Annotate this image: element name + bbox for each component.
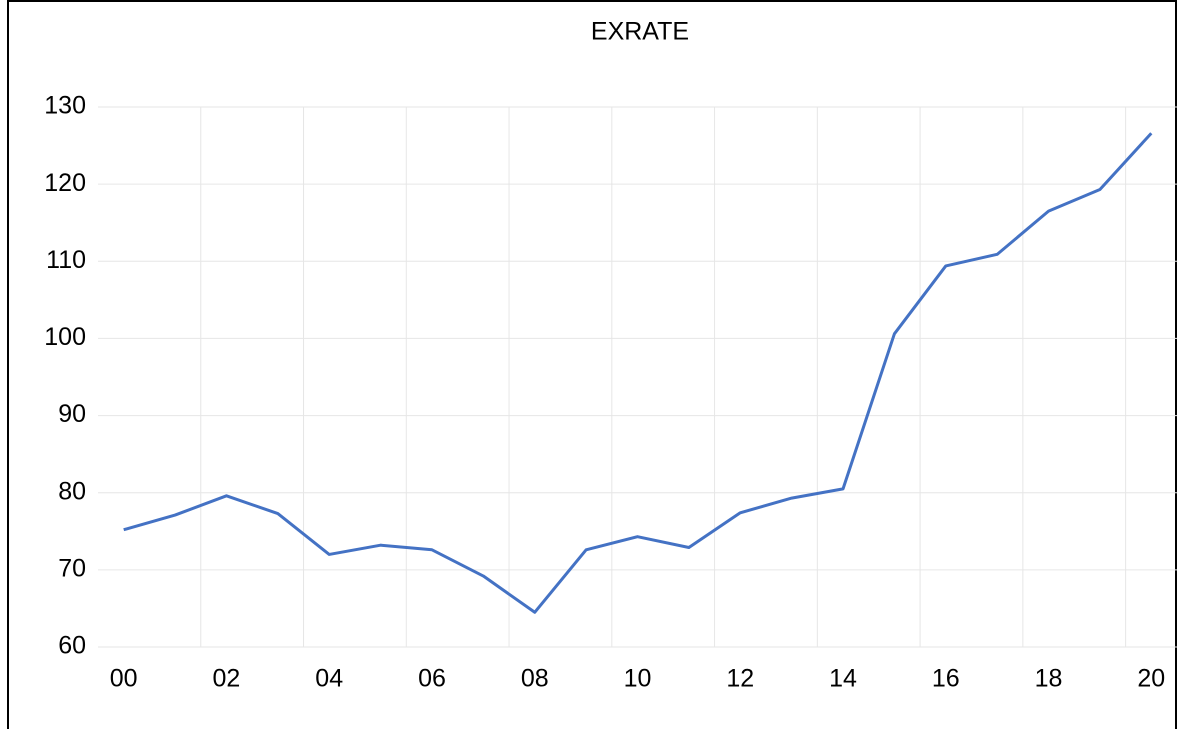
x-tick-label: 12 — [726, 665, 754, 693]
x-tick-label: 20 — [1137, 665, 1165, 693]
line-series — [123, 132, 1153, 614]
y-tick-label: 120 — [44, 169, 86, 197]
y-tick-label: 80 — [58, 477, 86, 505]
y-tick-label: 70 — [58, 554, 86, 582]
chart-frame — [7, 0, 1177, 729]
x-tick-label: 08 — [521, 665, 549, 693]
x-tick-label: 14 — [829, 665, 857, 693]
chart-title: EXRATE — [591, 18, 689, 46]
x-tick-label: 00 — [110, 665, 138, 693]
y-tick-label: 100 — [44, 323, 86, 351]
y-tick-label: 90 — [58, 400, 86, 428]
x-tick-label: 06 — [418, 665, 446, 693]
y-tick-label: 110 — [46, 246, 86, 274]
x-tick-label: 04 — [315, 665, 343, 693]
y-tick-label: 60 — [58, 632, 86, 660]
x-tick-label: 10 — [624, 665, 652, 693]
x-tick-label: 18 — [1035, 665, 1063, 693]
x-tick-label: 16 — [932, 665, 960, 693]
x-tick-label: 02 — [213, 665, 241, 693]
y-tick-label: 130 — [44, 92, 86, 120]
